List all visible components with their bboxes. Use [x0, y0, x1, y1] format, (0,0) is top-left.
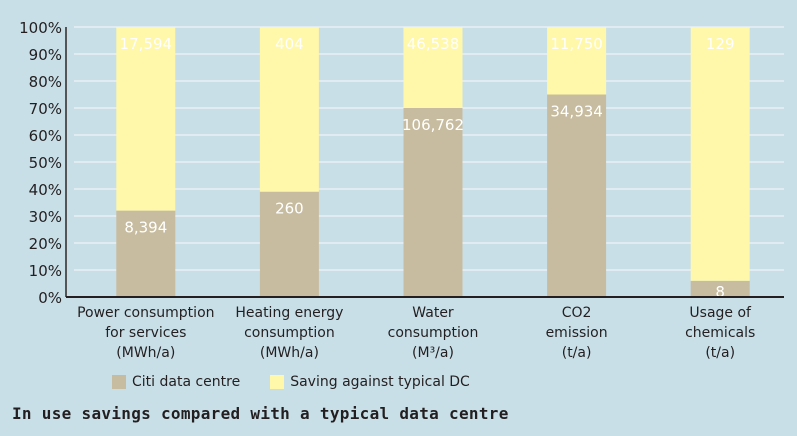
data-label: 46,538 — [407, 35, 460, 53]
x-tick-label: consumption — [244, 325, 335, 341]
data-label: 106,762 — [402, 116, 464, 134]
bar-segment-citi — [403, 108, 463, 297]
legend: Citi data centre Saving against typical … — [112, 374, 500, 390]
x-tick-label: chemicals — [685, 325, 755, 341]
bar-segment-citi — [547, 94, 607, 297]
x-axis-labels: Power consumption for services (MWh/a) Heat… — [77, 305, 755, 361]
data-label: 8,394 — [124, 219, 167, 237]
y-tick-label: 0% — [38, 289, 62, 307]
bar-segment-saving — [690, 27, 750, 281]
y-tick-label: 50% — [29, 154, 62, 172]
bar-segment-saving — [403, 27, 463, 108]
data-label: 17,594 — [120, 35, 173, 53]
x-tick-label: for services — [105, 325, 186, 341]
data-label: 11,750 — [550, 35, 603, 53]
x-tick-label: Power consumption — [77, 305, 214, 321]
y-tick-label: 80% — [29, 73, 62, 91]
y-tick-label: 10% — [29, 262, 62, 280]
legend-item-saving: Saving against typical DC — [270, 374, 470, 390]
x-tick-label: (MWh/a) — [116, 345, 175, 361]
x-tick-label: (MWh/a) — [260, 345, 319, 361]
x-tick-label: consumption — [388, 325, 479, 341]
x-tick-label: Heating energy — [235, 305, 343, 321]
data-label: 34,934 — [550, 103, 603, 121]
legend-swatch-saving — [270, 375, 285, 389]
bar-segment-saving — [116, 27, 176, 211]
x-tick-label: (M³/a) — [412, 345, 454, 361]
bar-segment-citi — [690, 280, 750, 297]
bar-segment-citi — [116, 210, 176, 297]
y-tick-label: 20% — [29, 235, 62, 253]
legend-label-saving: Saving against typical DC — [290, 374, 470, 390]
x-tick-label: emission — [546, 325, 608, 341]
bar-segment-saving — [547, 27, 607, 95]
y-tick-label: 100% — [19, 19, 62, 37]
data-label: 129 — [706, 35, 735, 53]
data-label: 404 — [275, 35, 304, 53]
x-tick-label: (t/a) — [562, 345, 592, 361]
x-tick-label: CO2 — [562, 305, 592, 321]
x-tick-label: Water — [412, 305, 454, 321]
y-tick-label: 70% — [29, 100, 62, 118]
data-label: 260 — [275, 200, 304, 218]
x-tick-label: (t/a) — [705, 345, 735, 361]
data-labels: 8,394 17,594 260 404 106,762 46,538 34,934 11,7… — [120, 35, 735, 301]
x-tick-label: Usage of — [689, 305, 752, 321]
stacked-bar-chart: 0% 10% 20% 30% 40% 50% 60% 70% 80% 90% 100% 8,394 1… — [19, 19, 784, 361]
bar-segment-saving — [259, 27, 319, 192]
legend-swatch-citi — [112, 375, 126, 389]
legend-label-citi: Citi data centre — [132, 374, 241, 390]
chart-title: In use savings compared with a typical d… — [12, 404, 509, 423]
bar-segment-citi — [259, 191, 319, 297]
legend-item-citi: Citi data centre — [112, 374, 240, 390]
y-axis-ticks: 0% 10% 20% 30% 40% 50% 60% 70% 80% 90% 100% — [19, 19, 62, 307]
y-tick-label: 90% — [29, 46, 62, 64]
bars — [116, 27, 750, 297]
y-tick-label: 60% — [29, 127, 62, 145]
data-label: 8 — [715, 283, 725, 301]
y-tick-label: 40% — [29, 181, 62, 199]
y-tick-label: 30% — [29, 208, 62, 226]
